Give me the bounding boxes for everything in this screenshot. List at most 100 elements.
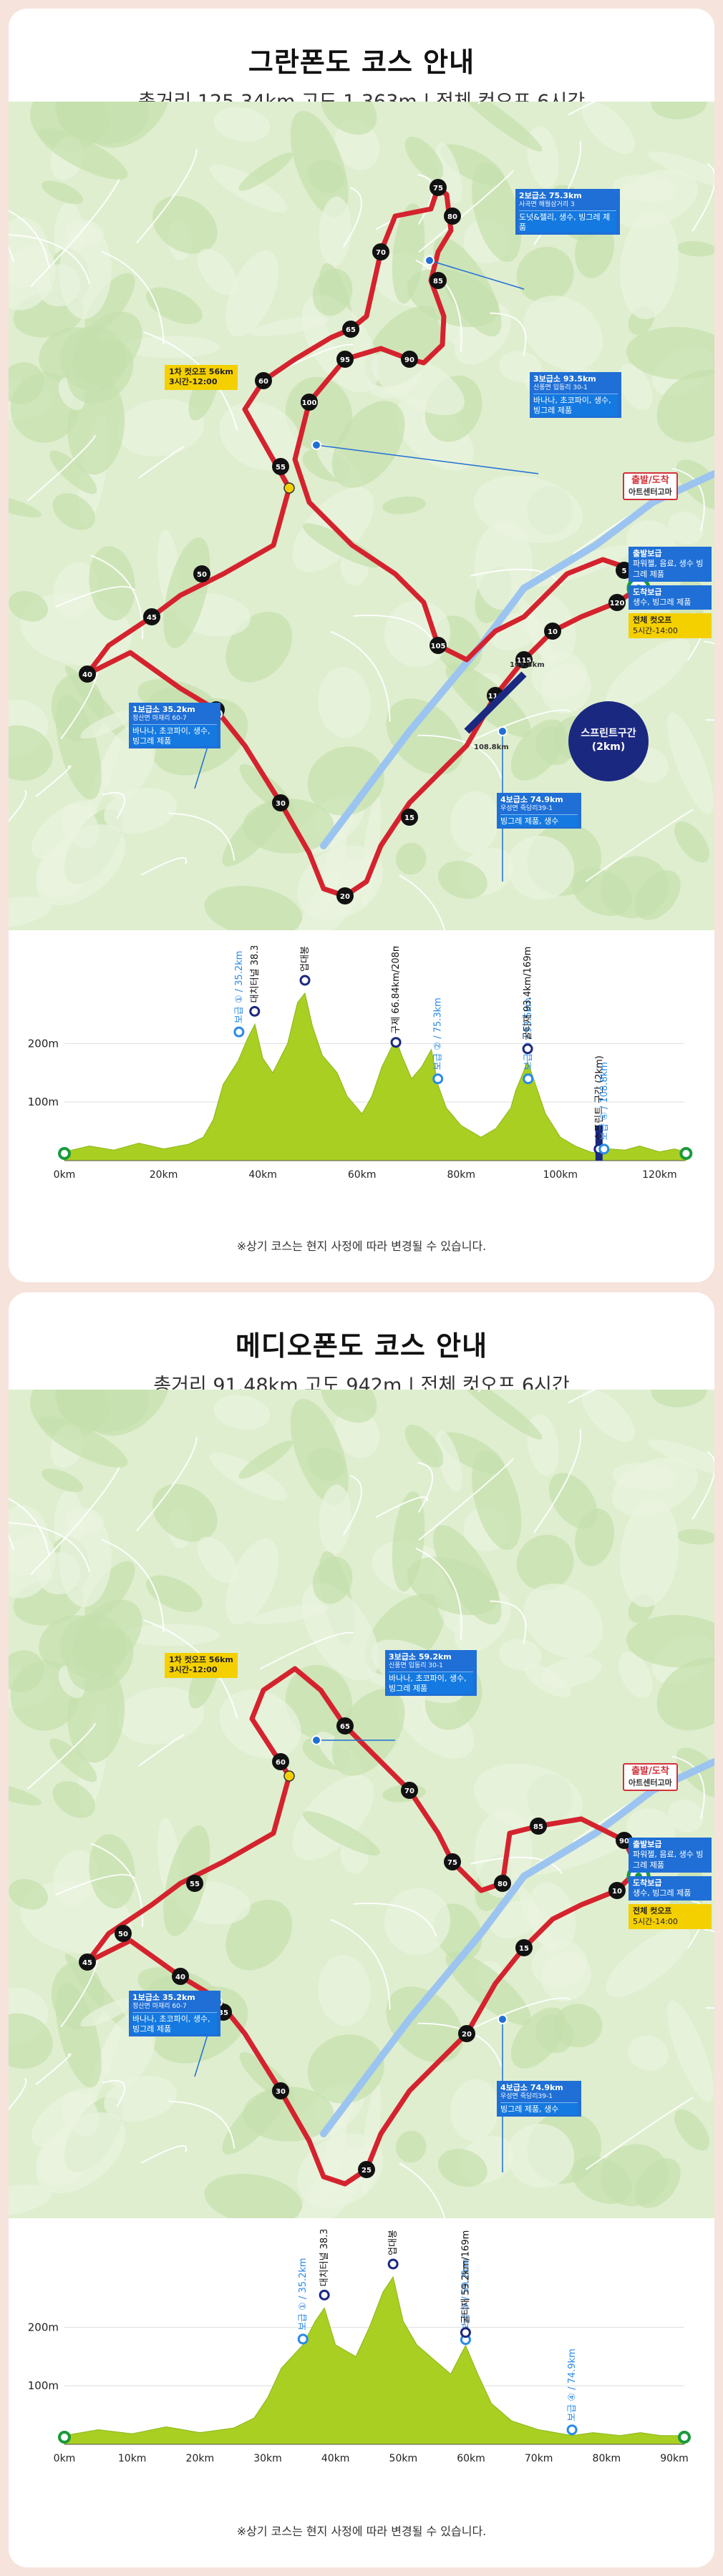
summit-label: 굴티재 59.2km/169m [460,2230,471,2324]
mediofondo-elevation-chart: 100m 200m 0km 10km 20km 30km 40km 50km 60km 70km 8… [28,2162,691,2464]
side-start-supply: 출발보급 파워젤, 음료, 생수 빙그레 제품 [629,1838,712,1873]
terrain-patch [498,1639,542,1671]
granfondo-route-map: 5101520303540455055606570758085909510010… [9,102,714,930]
km-marker-label: 45 [147,614,157,622]
terrain-patch [676,241,714,257]
cutoff1-label: 1차 컷오프 56km 3시간-12:00 [165,365,238,390]
minor-road [9,2077,27,2111]
minor-road [138,1735,184,1767]
minor-road [26,434,97,502]
aid2-box: 2보급소 75.3km 사곡면 해월삼거리 3 도넛&젤리, 생수, 빙그레 제… [515,189,620,235]
minor-road [54,1873,136,1896]
x-tick-label: 120km [642,1169,676,1181]
minor-road [671,467,705,532]
terrain-patch [507,835,575,900]
terrain-patch [122,1624,220,1646]
terrain-patch [516,246,574,303]
minor-road [692,1450,714,1520]
terrain-patch [628,2035,669,2071]
minor-road [671,1755,705,1820]
terrain-patch [222,795,289,867]
terrain-patch [656,369,714,443]
river [320,470,714,849]
terrain-patch [472,1450,522,1551]
x-tick-label: 0km [54,1169,76,1181]
terrain-patch [611,169,698,228]
aid-label: 보급 ① / 35.2km [234,951,245,1024]
km-marker [115,1925,132,1942]
minor-road [568,102,596,116]
start-finish-marker [58,1147,71,1160]
granfondo-elevation: 100m 200m 0km 20km 40km 60km 80km 100km 120km 보급 … [9,878,714,1214]
elevation-area [64,992,686,1161]
granfondo-title: 그란폰도 코스 안내 [248,47,475,78]
terrain-patch [666,712,714,815]
sprint-start-label: 109.8km [510,661,545,669]
terrain-patch [450,791,499,854]
terrain-patch [548,1473,598,1529]
terrain-patch [222,2083,289,2155]
sprint-end-label: 108.8km [474,743,509,751]
km-marker [401,809,418,826]
km-marker [608,1882,626,1899]
terrain-patch [104,788,177,834]
terrain-patch [404,1424,444,1468]
x-tick-label: 60km [457,2453,485,2464]
km-marker-label: 55 [190,1880,200,1888]
terrain-patch [674,2109,710,2151]
granfondo-card: 그란폰도 코스 안내 총거리 125.34km 고도 1,363m | 전체 컷… [9,9,714,1282]
km-marker-label: 60 [258,378,268,386]
minor-road [415,1547,462,1640]
terrain-patch [52,1781,95,1818]
terrain-patch [395,2130,427,2163]
terrain-patch [651,1390,707,1407]
terrain-patch [626,1614,714,1668]
start-finish-marker [679,1147,693,1160]
minor-road [704,1928,714,1933]
supply-side-panel: 출발보급 파워젤, 음료, 생수 빙그레 제품 도착보급 생수, 빙그레 제품 전체… [629,547,712,642]
terrain-patch [516,1534,574,1591]
terrain-patch [198,248,237,296]
x-tick-label: 30km [253,2453,282,2464]
side-total-cutoff: 전체 컷오프 5시간-14:00 [629,613,712,639]
km-marker-label: 75 [447,1859,457,1867]
km-marker [272,794,289,811]
summit-marker [387,2258,399,2270]
terrain-patch [312,268,353,316]
aid-marker [432,1073,444,1085]
aid-label: 보급 ④ / 74.9km [567,2348,578,2421]
y-tick-label: 200m [28,2321,59,2333]
terrain-patch [626,326,714,380]
minor-road [140,857,188,876]
terrain-patch [535,2014,574,2054]
terrain-patch [384,1888,451,1955]
minor-road [9,1522,91,1573]
km-marker-label: 65 [346,326,356,334]
km-marker [193,565,210,582]
km-marker-label: 10 [612,1888,622,1896]
terrain-patch [404,136,444,180]
terrain-patch [307,2034,384,2104]
km-marker [608,594,626,611]
mediofondo-card: 메디오폰도 코스 안내 총거리 91.48km 고도 942m | 전체 컷오프… [9,1292,714,2567]
km-marker-label: 65 [340,1723,350,1731]
aid-marker [233,1026,245,1038]
terrain-patch [606,1926,691,1998]
summit-marker [390,1037,402,1048]
summit-label: 굴티재 93.4km/169m [523,947,533,1040]
terrain-patch [618,1652,653,1699]
summit-marker [299,975,311,986]
terrain-patch [676,459,714,509]
aid-label: 보급 ③ / 59.2km [460,2258,471,2331]
y-tick-label: 100m [28,1096,59,1108]
terrain-patch [319,1484,351,1555]
minor-road [9,234,91,285]
km-marker-label: 40 [175,1974,185,1981]
minor-road [9,210,50,268]
minor-road [102,2079,126,2107]
sprint-label: 스프린트 구간 (2km) [594,1055,605,1141]
terrain-patch [152,1484,218,1542]
terrain-patch [117,1687,204,1745]
terrain-patch [225,1538,279,1625]
terrain-patch [318,1955,371,2026]
